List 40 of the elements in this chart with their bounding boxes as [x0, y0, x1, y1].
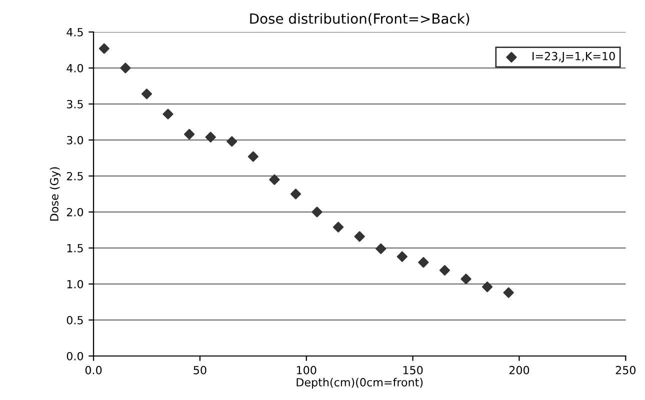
y-tick-label: 1.5 — [67, 244, 83, 252]
point — [354, 231, 365, 242]
point — [460, 274, 472, 284]
y-tick-label: 3.0 — [66, 136, 84, 144]
point — [396, 251, 408, 262]
x-axis-title: Depth(cm)(0cm=front) — [296, 378, 423, 389]
y-tick-label: 2.0 — [66, 208, 84, 216]
point — [205, 132, 216, 142]
point — [503, 287, 514, 298]
x-tick-label: 100 — [296, 366, 316, 374]
point — [184, 128, 195, 140]
y-tick-label: 3.5 — [66, 100, 83, 108]
y-tick-label: 4.5 — [66, 28, 83, 36]
point — [248, 151, 258, 162]
point — [376, 243, 386, 254]
y-axis-title: Dose (Gy) — [50, 167, 61, 221]
point — [290, 188, 302, 200]
x-tick-label: 0.0 — [85, 366, 102, 374]
x-tick-label: 50 — [194, 366, 206, 374]
point — [312, 206, 322, 218]
point — [141, 88, 152, 100]
x-tick-label: 250 — [616, 366, 636, 374]
y-tick-label: 1.0 — [67, 280, 84, 288]
point — [269, 174, 280, 185]
y-tick-label: 2.5 — [66, 172, 83, 180]
legend-label: I=23,J=1,K=10 — [532, 52, 615, 62]
chart-title: Dose distribution(Front=>Back) — [250, 13, 470, 26]
point — [439, 265, 450, 276]
x-tick-label: 150 — [403, 366, 423, 374]
point — [120, 62, 131, 74]
point — [482, 282, 493, 292]
point — [98, 43, 110, 54]
point — [162, 108, 174, 120]
y-tick-label: 4.0 — [66, 64, 84, 72]
y-tick-label: 0.0 — [66, 352, 84, 360]
point — [333, 222, 344, 232]
x-tick-label: 200 — [509, 366, 530, 374]
point — [418, 257, 429, 268]
point — [226, 136, 238, 147]
y-tick-label: 0.5 — [66, 316, 83, 324]
